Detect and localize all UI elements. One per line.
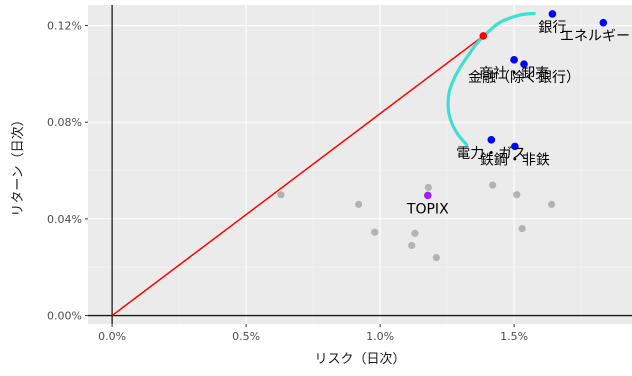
sector-label: 銀行 (538, 20, 566, 36)
capital-market-line (111, 35, 484, 317)
other-sector-point (355, 200, 363, 208)
topix-point (423, 191, 432, 200)
axis-lines (88, 5, 632, 324)
other-sector-point (408, 241, 416, 250)
other-sector-point (513, 191, 521, 199)
other-sector-point (489, 181, 497, 189)
x-tick-label: 0.5% (232, 330, 260, 343)
sector-label: エネルギー (560, 29, 630, 45)
labeled-sector-point (510, 56, 518, 64)
topix-label: TOPIX (406, 201, 449, 217)
other-sector-point (548, 200, 556, 208)
sector-label: 金融（除く銀行） (468, 70, 580, 86)
labeled-sector-point (548, 10, 557, 18)
labeled-sector-point (599, 18, 608, 27)
x-tick-label: 1.5% (500, 330, 528, 343)
other-sector-point (518, 224, 526, 233)
capital-market-line-layer (111, 35, 484, 317)
frontier-curve (446, 11, 536, 147)
other-sector-point (424, 183, 432, 192)
y-tick-label: 0.00% (47, 310, 82, 323)
y-tick-label: 0.04% (47, 213, 82, 226)
efficient-frontier (446, 11, 536, 147)
other-sector-point (371, 228, 379, 236)
x-tick-label: 0.0% (98, 330, 126, 343)
labeled-sector-point (520, 60, 528, 69)
sector-label: 商社・卸売 (479, 66, 549, 82)
other-sector-point (411, 229, 419, 237)
data-points (277, 10, 608, 262)
other-sector-point (277, 191, 285, 199)
sector-label: 鉄鋼・非鉄 (480, 152, 550, 168)
tangency-point (479, 32, 488, 40)
x-tick-label: 1.0% (366, 330, 394, 343)
other-sector-point (432, 253, 440, 262)
y-tick-label: 0.12% (47, 20, 82, 33)
y-axis-title: リターン（日次） (10, 113, 26, 216)
labeled-sector-point (487, 136, 496, 144)
sector-label: 電力・ガス (456, 146, 526, 162)
labeled-sector-point (511, 142, 519, 151)
plot-panel (88, 5, 632, 324)
y-tick-label: 0.08% (47, 116, 82, 129)
x-axis-title: リスク（日次） (314, 351, 405, 367)
tick-labels: 0.0% 0.5% 1.0% 1.5% 0.00% 0.04% 0.08% 0.12% (47, 20, 528, 343)
